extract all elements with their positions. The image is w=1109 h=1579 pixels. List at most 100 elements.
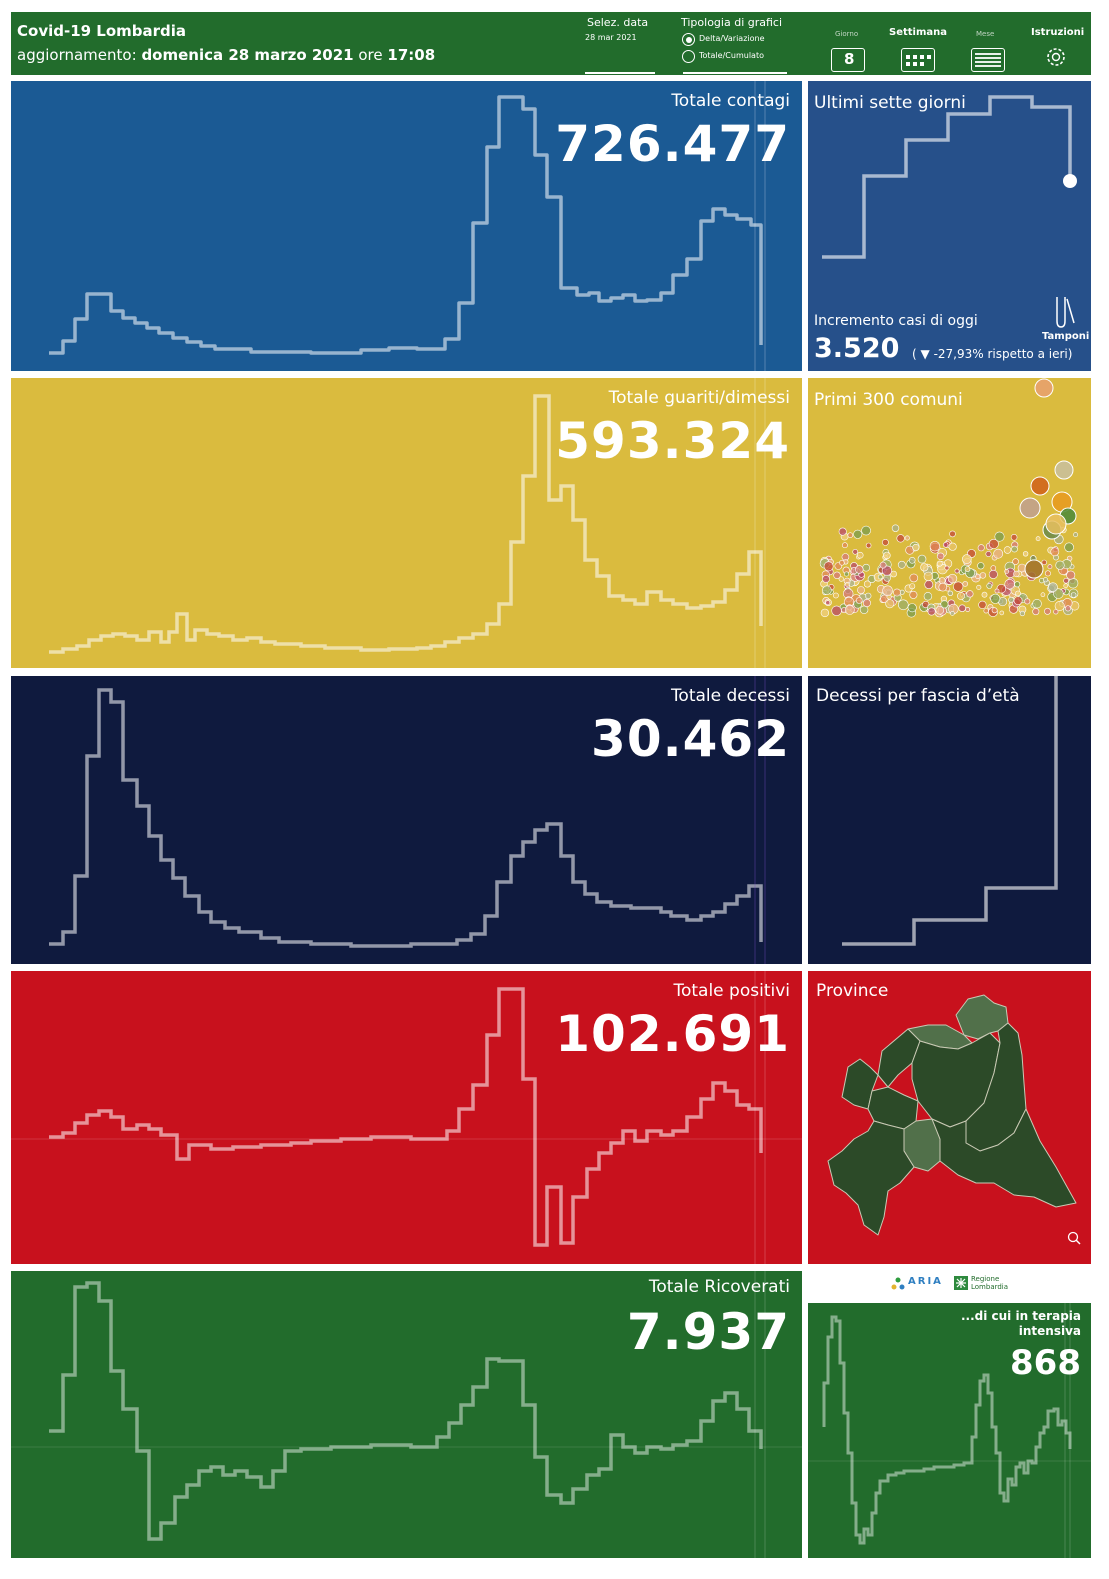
lombardia-province-map[interactable] — [808, 971, 1091, 1264]
comune-bubble[interactable] — [839, 560, 845, 566]
comune-bubble[interactable] — [917, 554, 927, 564]
comune-bubble[interactable] — [1012, 558, 1019, 565]
comune-bubble[interactable] — [981, 591, 988, 598]
comune-bubble[interactable] — [948, 542, 957, 551]
comune-bubble[interactable] — [1013, 596, 1023, 605]
comune-bubble[interactable] — [920, 563, 929, 572]
comune-bubble-large[interactable] — [1034, 378, 1054, 398]
comune-bubble[interactable] — [994, 588, 1000, 594]
comune-bubble[interactable] — [881, 565, 892, 576]
comune-bubble[interactable] — [882, 585, 893, 597]
comune-bubble[interactable] — [1014, 581, 1021, 588]
calendar-day-icon[interactable]: 8 — [831, 48, 865, 72]
comune-bubble[interactable] — [862, 563, 871, 572]
comune-bubble[interactable] — [924, 580, 934, 589]
comune-bubble-large[interactable] — [1024, 559, 1044, 579]
comune-bubble[interactable] — [832, 592, 839, 599]
comune-bubble[interactable] — [852, 549, 859, 555]
comune-bubble[interactable] — [1003, 546, 1012, 554]
comune-bubble[interactable] — [904, 535, 910, 541]
comune-bubble[interactable] — [943, 542, 949, 548]
comune-bubble[interactable] — [844, 581, 850, 587]
comune-bubble[interactable] — [1019, 610, 1025, 617]
comune-bubble[interactable] — [938, 582, 948, 592]
panel-ricoverati[interactable]: Totale Ricoverati 7.937 — [11, 1271, 802, 1558]
comune-bubble[interactable] — [822, 585, 832, 595]
comune-bubble[interactable] — [877, 574, 883, 580]
comune-bubble[interactable] — [940, 600, 949, 609]
comune-bubble[interactable] — [938, 577, 946, 584]
comune-bubble[interactable] — [979, 572, 987, 579]
comune-bubble[interactable] — [909, 573, 919, 583]
comune-bubble[interactable] — [864, 592, 872, 600]
comune-bubble[interactable] — [1053, 588, 1064, 599]
radio-total[interactable] — [682, 50, 695, 63]
comune-bubble[interactable] — [953, 581, 964, 592]
comune-bubble[interactable] — [988, 569, 998, 579]
comune-bubble[interactable] — [1053, 609, 1059, 615]
comune-bubble[interactable] — [885, 599, 895, 609]
comune-bubble[interactable] — [909, 590, 918, 599]
comune-bubble[interactable] — [1050, 547, 1060, 557]
comune-bubble[interactable] — [1066, 570, 1076, 580]
test-tube-icon[interactable] — [1052, 295, 1076, 331]
comune-bubble[interactable] — [950, 611, 955, 616]
comune-bubble[interactable] — [1070, 592, 1077, 598]
comune-bubble[interactable] — [879, 561, 887, 569]
comune-bubble[interactable] — [1073, 532, 1078, 538]
comune-bubble[interactable] — [1044, 570, 1051, 577]
comune-bubble[interactable] — [912, 543, 920, 552]
comune-bubble-large[interactable] — [1030, 476, 1050, 496]
comune-bubble[interactable] — [825, 600, 831, 606]
comune-bubble[interactable] — [977, 544, 985, 552]
comune-bubble[interactable] — [935, 605, 945, 615]
date-selector[interactable]: 28 mar 2021 — [585, 33, 637, 42]
panel-province[interactable]: Province — [808, 971, 1091, 1264]
comune-bubble[interactable] — [1044, 607, 1051, 615]
comune-bubble[interactable] — [999, 610, 1005, 616]
calendar-month-icon[interactable] — [971, 48, 1005, 72]
panel-terapia-intensiva[interactable]: ...di cui in terapia intensiva 868 — [808, 1303, 1091, 1558]
comuni-bubble-chart[interactable] — [808, 378, 1091, 668]
comune-bubble[interactable] — [896, 534, 905, 543]
comune-bubble[interactable] — [1015, 590, 1021, 597]
comune-bubble[interactable] — [1064, 542, 1074, 553]
comune-bubble[interactable] — [1004, 568, 1010, 574]
comune-bubble[interactable] — [923, 592, 933, 601]
comune-bubble[interactable] — [976, 584, 982, 590]
comune-bubble[interactable] — [865, 542, 872, 549]
comune-bubble[interactable] — [978, 600, 987, 609]
comune-bubble[interactable] — [929, 541, 941, 552]
comune-bubble[interactable] — [907, 603, 917, 613]
comune-bubble[interactable] — [856, 551, 864, 559]
comune-bubble[interactable] — [1041, 559, 1047, 566]
radio-delta[interactable] — [682, 33, 695, 46]
comune-bubble[interactable] — [823, 561, 834, 572]
comune-bubble[interactable] — [861, 525, 871, 536]
comune-bubble[interactable] — [962, 554, 972, 564]
panel-comuni[interactable]: Primi 300 comuni — [808, 378, 1091, 668]
comune-bubble[interactable] — [1024, 598, 1031, 605]
comune-bubble[interactable] — [947, 590, 954, 597]
comune-bubble[interactable] — [923, 571, 934, 582]
comune-bubble[interactable] — [936, 560, 943, 567]
comune-bubble[interactable] — [908, 557, 916, 564]
comune-bubble[interactable] — [1010, 534, 1018, 541]
comune-bubble[interactable] — [1064, 605, 1071, 612]
comune-bubble[interactable] — [1032, 608, 1040, 616]
comune-bubble[interactable] — [1035, 536, 1041, 542]
panel-decessi[interactable]: Totale decessi 30.462 — [11, 676, 802, 964]
comune-bubble[interactable] — [882, 538, 889, 546]
comune-bubble[interactable] — [993, 548, 1004, 559]
comune-bubble[interactable] — [847, 532, 854, 538]
comune-bubble[interactable] — [927, 607, 936, 616]
comune-bubble[interactable] — [883, 551, 891, 560]
zoom-icon[interactable] — [1066, 1230, 1082, 1246]
comune-bubble[interactable] — [862, 599, 871, 608]
comune-bubble[interactable] — [833, 571, 841, 580]
comune-bubble[interactable] — [1022, 551, 1029, 557]
comune-bubble[interactable] — [897, 560, 906, 569]
comune-bubble[interactable] — [831, 605, 842, 617]
panel-contagi[interactable]: Totale contagi 726.477 — [11, 81, 802, 371]
comune-bubble[interactable] — [944, 565, 950, 571]
